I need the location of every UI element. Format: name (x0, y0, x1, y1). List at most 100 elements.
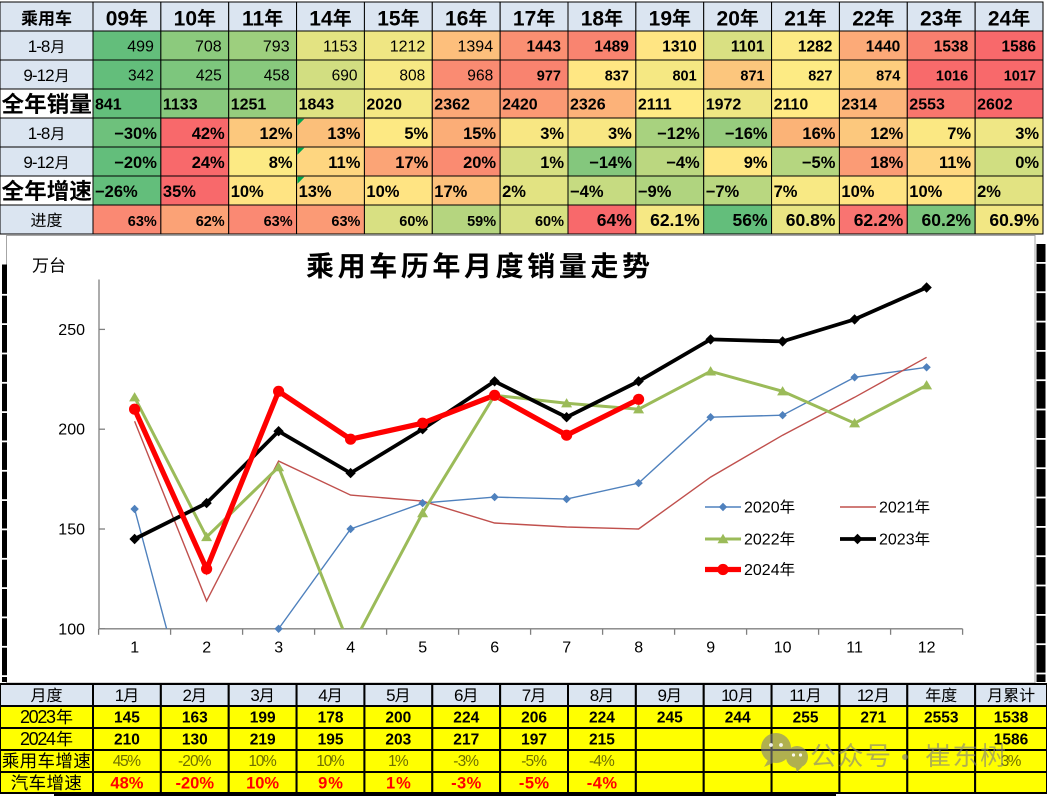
svg-text:1843: 1843 (299, 97, 335, 114)
svg-text:64%: 64% (597, 210, 632, 230)
svg-text:4: 4 (318, 686, 327, 705)
svg-text:793: 793 (263, 39, 290, 56)
svg-text:968: 968 (467, 68, 493, 85)
svg-text:1310: 1310 (662, 39, 697, 56)
svg-text:2110: 2110 (774, 97, 809, 114)
svg-text:1282: 1282 (798, 39, 833, 56)
svg-text:16: 16 (445, 8, 468, 31)
svg-text:5: 5 (418, 640, 427, 657)
svg-text:203: 203 (385, 732, 411, 749)
svg-text:1: 1 (115, 686, 124, 705)
svg-text:45%: 45% (113, 753, 142, 770)
svg-text:1538: 1538 (994, 710, 1029, 727)
svg-text:1489: 1489 (594, 39, 629, 56)
svg-text:215: 215 (589, 732, 615, 749)
svg-text:1394: 1394 (458, 39, 494, 56)
svg-text:3%: 3% (540, 125, 564, 143)
svg-text:801: 801 (673, 69, 697, 85)
svg-text:3: 3 (250, 686, 259, 705)
svg-text:2023: 2023 (879, 532, 915, 549)
svg-text:−16%: −16% (725, 125, 768, 143)
svg-text:11: 11 (242, 8, 265, 31)
svg-text:56%: 56% (733, 210, 768, 230)
svg-text:200: 200 (385, 710, 411, 727)
svg-text:2326: 2326 (570, 97, 606, 114)
svg-text:2%: 2% (502, 183, 526, 201)
svg-text:2023: 2023 (20, 707, 56, 727)
svg-text:9: 9 (706, 640, 715, 657)
svg-text:2: 2 (183, 686, 192, 705)
svg-text:18%: 18% (870, 154, 903, 172)
svg-text:2553: 2553 (924, 710, 959, 727)
svg-text:2022: 2022 (744, 532, 780, 549)
svg-text:3%: 3% (608, 125, 632, 143)
svg-text:10%: 10% (909, 183, 942, 201)
svg-text:1-8: 1-8 (28, 37, 51, 56)
svg-text:19: 19 (649, 8, 672, 31)
svg-text:4: 4 (346, 640, 355, 657)
svg-text:100: 100 (58, 621, 85, 638)
svg-text:219: 219 (250, 732, 276, 749)
svg-text:13%: 13% (299, 183, 332, 201)
svg-text:11%: 11% (328, 154, 360, 172)
svg-text:9-12: 9-12 (23, 66, 54, 85)
svg-text:17%: 17% (395, 154, 428, 172)
svg-text:−4%: −4% (666, 154, 700, 172)
svg-text:16%: 16% (802, 125, 835, 143)
svg-text:1: 1 (130, 640, 139, 657)
svg-text:200: 200 (58, 422, 85, 439)
svg-text:13%: 13% (327, 125, 360, 143)
svg-text:10%: 10% (316, 753, 345, 770)
svg-text:10%: 10% (841, 183, 874, 201)
svg-text:12: 12 (857, 686, 874, 705)
svg-text:12: 12 (918, 640, 936, 657)
svg-text:197: 197 (521, 732, 547, 749)
svg-text:9-12: 9-12 (23, 153, 54, 172)
svg-text:−5%: −5% (802, 154, 836, 172)
svg-text:2020: 2020 (744, 500, 780, 517)
svg-text:-4%: -4% (587, 775, 618, 793)
svg-text:874: 874 (876, 69, 900, 85)
svg-text:2021: 2021 (879, 500, 915, 517)
svg-text:23: 23 (920, 8, 943, 31)
svg-text:1443: 1443 (527, 39, 562, 56)
svg-text:1101: 1101 (731, 39, 765, 56)
svg-text:1%: 1% (540, 154, 564, 172)
svg-text:0%: 0% (1015, 154, 1039, 172)
svg-text:1133: 1133 (163, 97, 198, 114)
svg-text:2420: 2420 (502, 97, 538, 114)
svg-text:2024: 2024 (744, 562, 780, 579)
svg-text:1586: 1586 (1002, 39, 1037, 56)
svg-text:17: 17 (513, 8, 536, 31)
svg-text:2111: 2111 (638, 97, 672, 114)
svg-text:24%: 24% (192, 154, 225, 172)
svg-text:2602: 2602 (977, 97, 1013, 114)
svg-text:10%: 10% (366, 183, 399, 201)
svg-text:2314: 2314 (841, 97, 877, 114)
svg-text:1538: 1538 (934, 39, 969, 56)
svg-text:−9%: −9% (638, 183, 672, 201)
svg-text:60.9%: 60.9% (989, 210, 1039, 230)
svg-text:690: 690 (332, 68, 358, 85)
svg-text:5%: 5% (404, 125, 428, 143)
svg-text:2020: 2020 (366, 97, 402, 114)
svg-text:11: 11 (846, 640, 863, 657)
svg-text:145: 145 (114, 710, 140, 727)
svg-text:-5%: -5% (519, 775, 550, 793)
svg-text:−30%: −30% (114, 125, 157, 143)
svg-text:1972: 1972 (706, 97, 742, 114)
svg-text:09: 09 (106, 8, 129, 31)
svg-text:18: 18 (581, 8, 605, 31)
svg-text:499: 499 (127, 39, 154, 56)
svg-text:63%: 63% (128, 214, 157, 230)
svg-text:20%: 20% (463, 154, 496, 172)
svg-text:11: 11 (789, 686, 805, 705)
svg-text:1440: 1440 (866, 39, 901, 56)
svg-text:837: 837 (605, 69, 629, 85)
svg-text:1%: 1% (388, 753, 409, 770)
svg-text:59%: 59% (467, 214, 496, 230)
svg-text:9: 9 (658, 686, 667, 705)
svg-text:245: 245 (657, 710, 683, 727)
svg-text:178: 178 (318, 710, 344, 727)
svg-text:62.1%: 62.1% (650, 210, 700, 230)
